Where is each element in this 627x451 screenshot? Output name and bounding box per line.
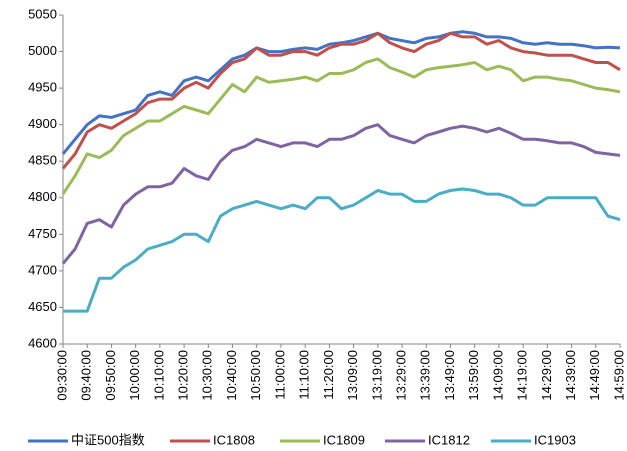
y-tick-label: 4900 <box>28 116 57 131</box>
x-tick-label: 13:29:00 <box>393 350 408 401</box>
x-tick-label: 14:09:00 <box>490 350 505 401</box>
y-tick-label: 4600 <box>28 335 57 350</box>
x-tick-label: 10:40:00 <box>224 350 239 401</box>
x-tick-label: 13:19:00 <box>369 350 384 401</box>
legend-label: IC1809 <box>323 432 365 447</box>
x-tick-label: 13:49:00 <box>442 350 457 401</box>
x-tick-label: 14:19:00 <box>515 350 530 401</box>
x-tick-label: 11:10:00 <box>297 350 312 400</box>
x-tick-label: 09:30:00 <box>54 350 69 401</box>
y-tick-label: 5000 <box>28 43 57 58</box>
legend-label: IC1808 <box>213 432 255 447</box>
x-tick-label: 13:39:00 <box>418 350 433 401</box>
x-tick-label: 11:00:00 <box>272 350 287 400</box>
x-tick-label: 09:40:00 <box>79 350 94 401</box>
x-tick-label: 14:39:00 <box>563 350 578 401</box>
y-tick-label: 4750 <box>28 226 57 241</box>
y-tick-label: 5050 <box>28 6 57 21</box>
y-tick-label: 4850 <box>28 153 57 168</box>
legend-label: IC1812 <box>428 432 470 447</box>
legend-label: IC1903 <box>534 432 576 447</box>
x-tick-label: 14:49:00 <box>587 350 602 401</box>
series-line <box>61 123 621 265</box>
x-tick-label: 10:00:00 <box>127 350 142 401</box>
y-tick-label: 4800 <box>28 189 57 204</box>
x-tick-label: 14:29:00 <box>539 350 554 401</box>
legend-label: 中证500指数 <box>71 432 145 447</box>
x-tick-label: 11:20:00 <box>321 350 336 400</box>
series-line <box>61 30 621 155</box>
series-line <box>61 57 621 195</box>
x-tick-label: 14:59:00 <box>611 350 626 401</box>
y-tick-label: 4950 <box>28 80 57 95</box>
x-tick-label: 10:30:00 <box>200 350 215 401</box>
series-line <box>63 187 621 313</box>
y-tick-label: 4650 <box>28 299 57 314</box>
y-tick-label: 4700 <box>28 262 57 277</box>
x-tick-label: 13:59:00 <box>466 350 481 401</box>
x-tick-label: 13:09:00 <box>345 350 360 401</box>
x-tick-label: 10:10:00 <box>151 350 166 401</box>
series-line <box>61 31 621 170</box>
x-tick-label: 10:50:00 <box>248 350 263 401</box>
x-tick-label: 10:20:00 <box>176 350 191 401</box>
x-tick-label: 09:50:00 <box>103 350 118 401</box>
